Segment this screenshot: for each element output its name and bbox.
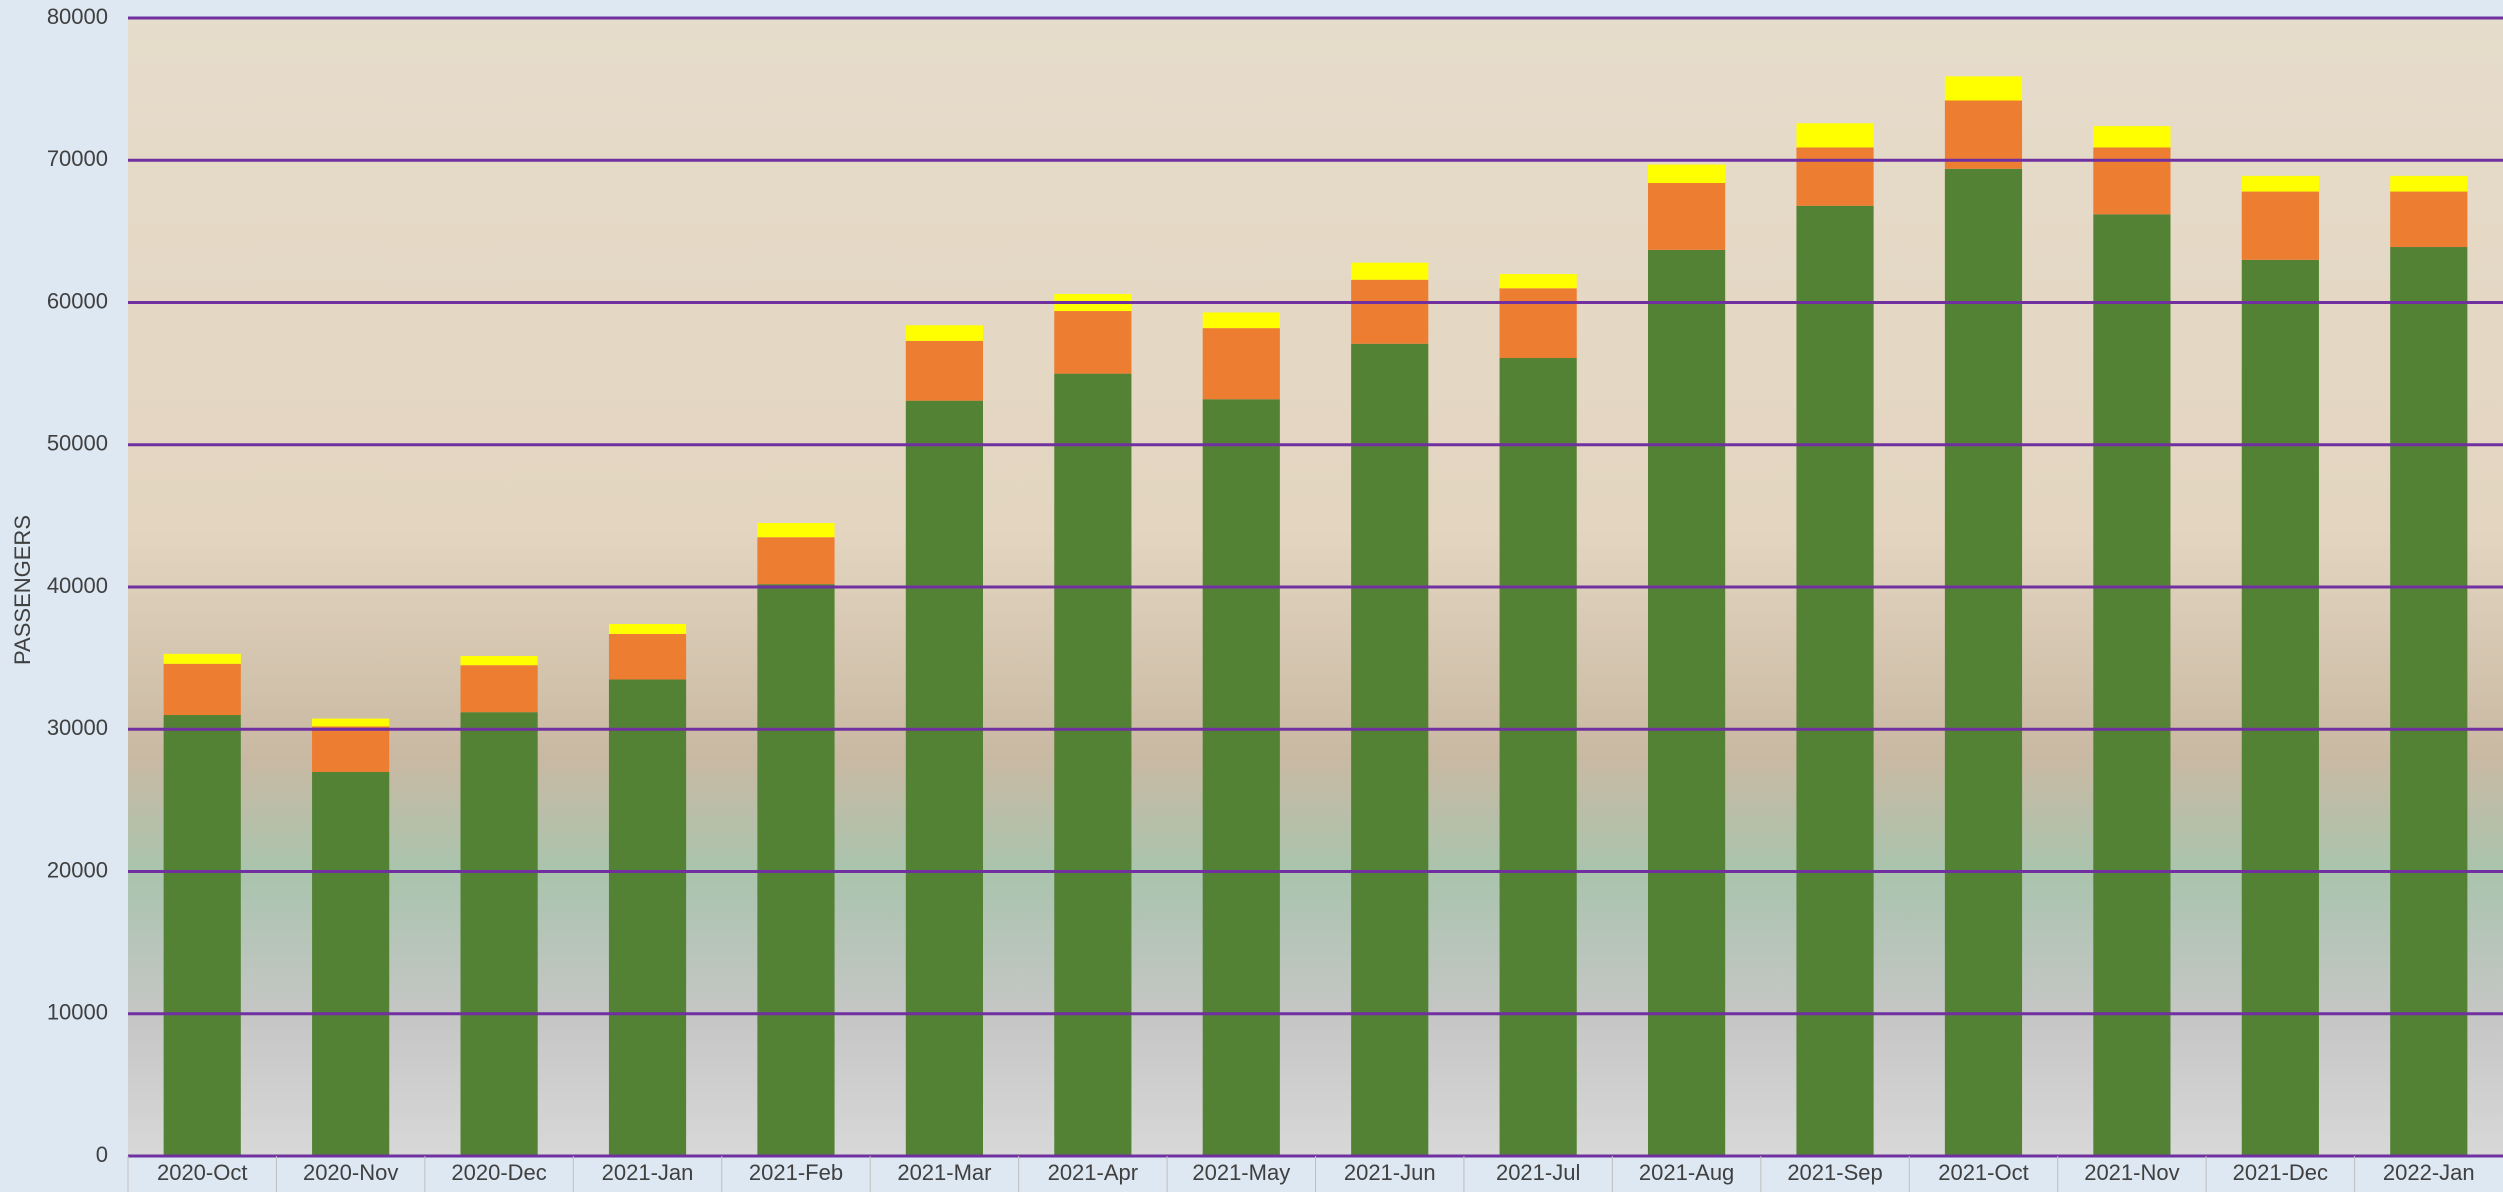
bar-segment [2390,191,2468,248]
bar-segment [757,537,835,585]
bar-segment [2390,247,2468,1156]
bar-segment [312,771,390,1156]
bar-segment [905,325,983,341]
bar-segment [1054,373,1132,1156]
bar-segment [2241,175,2319,192]
y-tick-label: 70000 [47,146,108,171]
bar-segment [1499,357,1577,1156]
bar-segment [2241,191,2319,260]
bar-segment [1054,311,1132,374]
y-tick-label: 0 [96,1142,108,1167]
y-tick-label: 60000 [47,288,108,313]
bar-segment [163,653,241,664]
y-tick-label: 20000 [47,857,108,882]
bar-segment [1648,164,1726,184]
bar-segment [1351,343,1429,1156]
bar-segment [608,679,687,1156]
y-tick-label: 80000 [47,4,108,29]
bar-segment [1351,279,1429,344]
bar-segment [2093,214,2171,1156]
x-tick-label: 2020-Dec [451,1160,546,1185]
x-tick-label: 2021-Dec [2233,1160,2328,1185]
y-axis-label: PASSENGERS [10,515,35,665]
bar-segment [460,712,538,1156]
x-tick-label: 2021-Jun [1344,1160,1436,1185]
bar-segment [757,522,835,538]
bar-segment [1202,312,1280,329]
x-tick-label: 2020-Nov [303,1160,398,1185]
x-tick-label: 2020-Oct [157,1160,248,1185]
bar-segment [2390,175,2468,192]
bar-segment [1796,147,1874,206]
bar-segment [1796,123,1874,148]
x-tick-label: 2021-Oct [1938,1160,2029,1185]
bar-segment [905,340,983,401]
bar-segment [1499,274,1577,289]
x-tick-label: 2021-Jul [1496,1160,1580,1185]
bar-segment [2093,147,2171,215]
bar-segment [312,726,390,772]
x-tick-label: 2021-May [1192,1160,1290,1185]
bar-segment [905,400,983,1157]
bar-segment [1499,288,1577,358]
bar-segment [163,663,241,716]
bar-segment [460,665,538,713]
x-tick-label: 2021-Aug [1639,1160,1734,1185]
bar-segment [163,715,241,1156]
bar-segment [1648,249,1726,1156]
x-tick-label: 2021-Sep [1787,1160,1882,1185]
bar-segment [1944,76,2023,101]
y-tick-label: 30000 [47,715,108,740]
x-tick-label: 2022-Jan [2383,1160,2475,1185]
bar-segment [1648,183,1726,250]
x-tick-label: 2021-Apr [1048,1160,1139,1185]
bar-segment [1944,168,2023,1156]
bar-segment [1944,100,2023,169]
bar-segment [460,655,538,666]
x-tick-label: 2021-Nov [2084,1160,2179,1185]
x-tick-label: 2021-Feb [749,1160,843,1185]
bar-segment [1202,328,1280,400]
x-tick-label: 2021-Jan [602,1160,694,1185]
y-tick-label: 10000 [47,1000,108,1025]
y-tick-label: 40000 [47,573,108,598]
bar-segment [2241,259,2319,1156]
y-tick-label: 50000 [47,431,108,456]
bar-segment [1351,262,1429,280]
bar-segment [608,633,687,680]
bar-segment [312,718,390,727]
x-tick-label: 2021-Mar [897,1160,991,1185]
bar-segment [1202,399,1280,1157]
bar-segment [1796,205,1874,1156]
bar-segment [608,623,687,634]
bar-segment [2093,126,2171,148]
